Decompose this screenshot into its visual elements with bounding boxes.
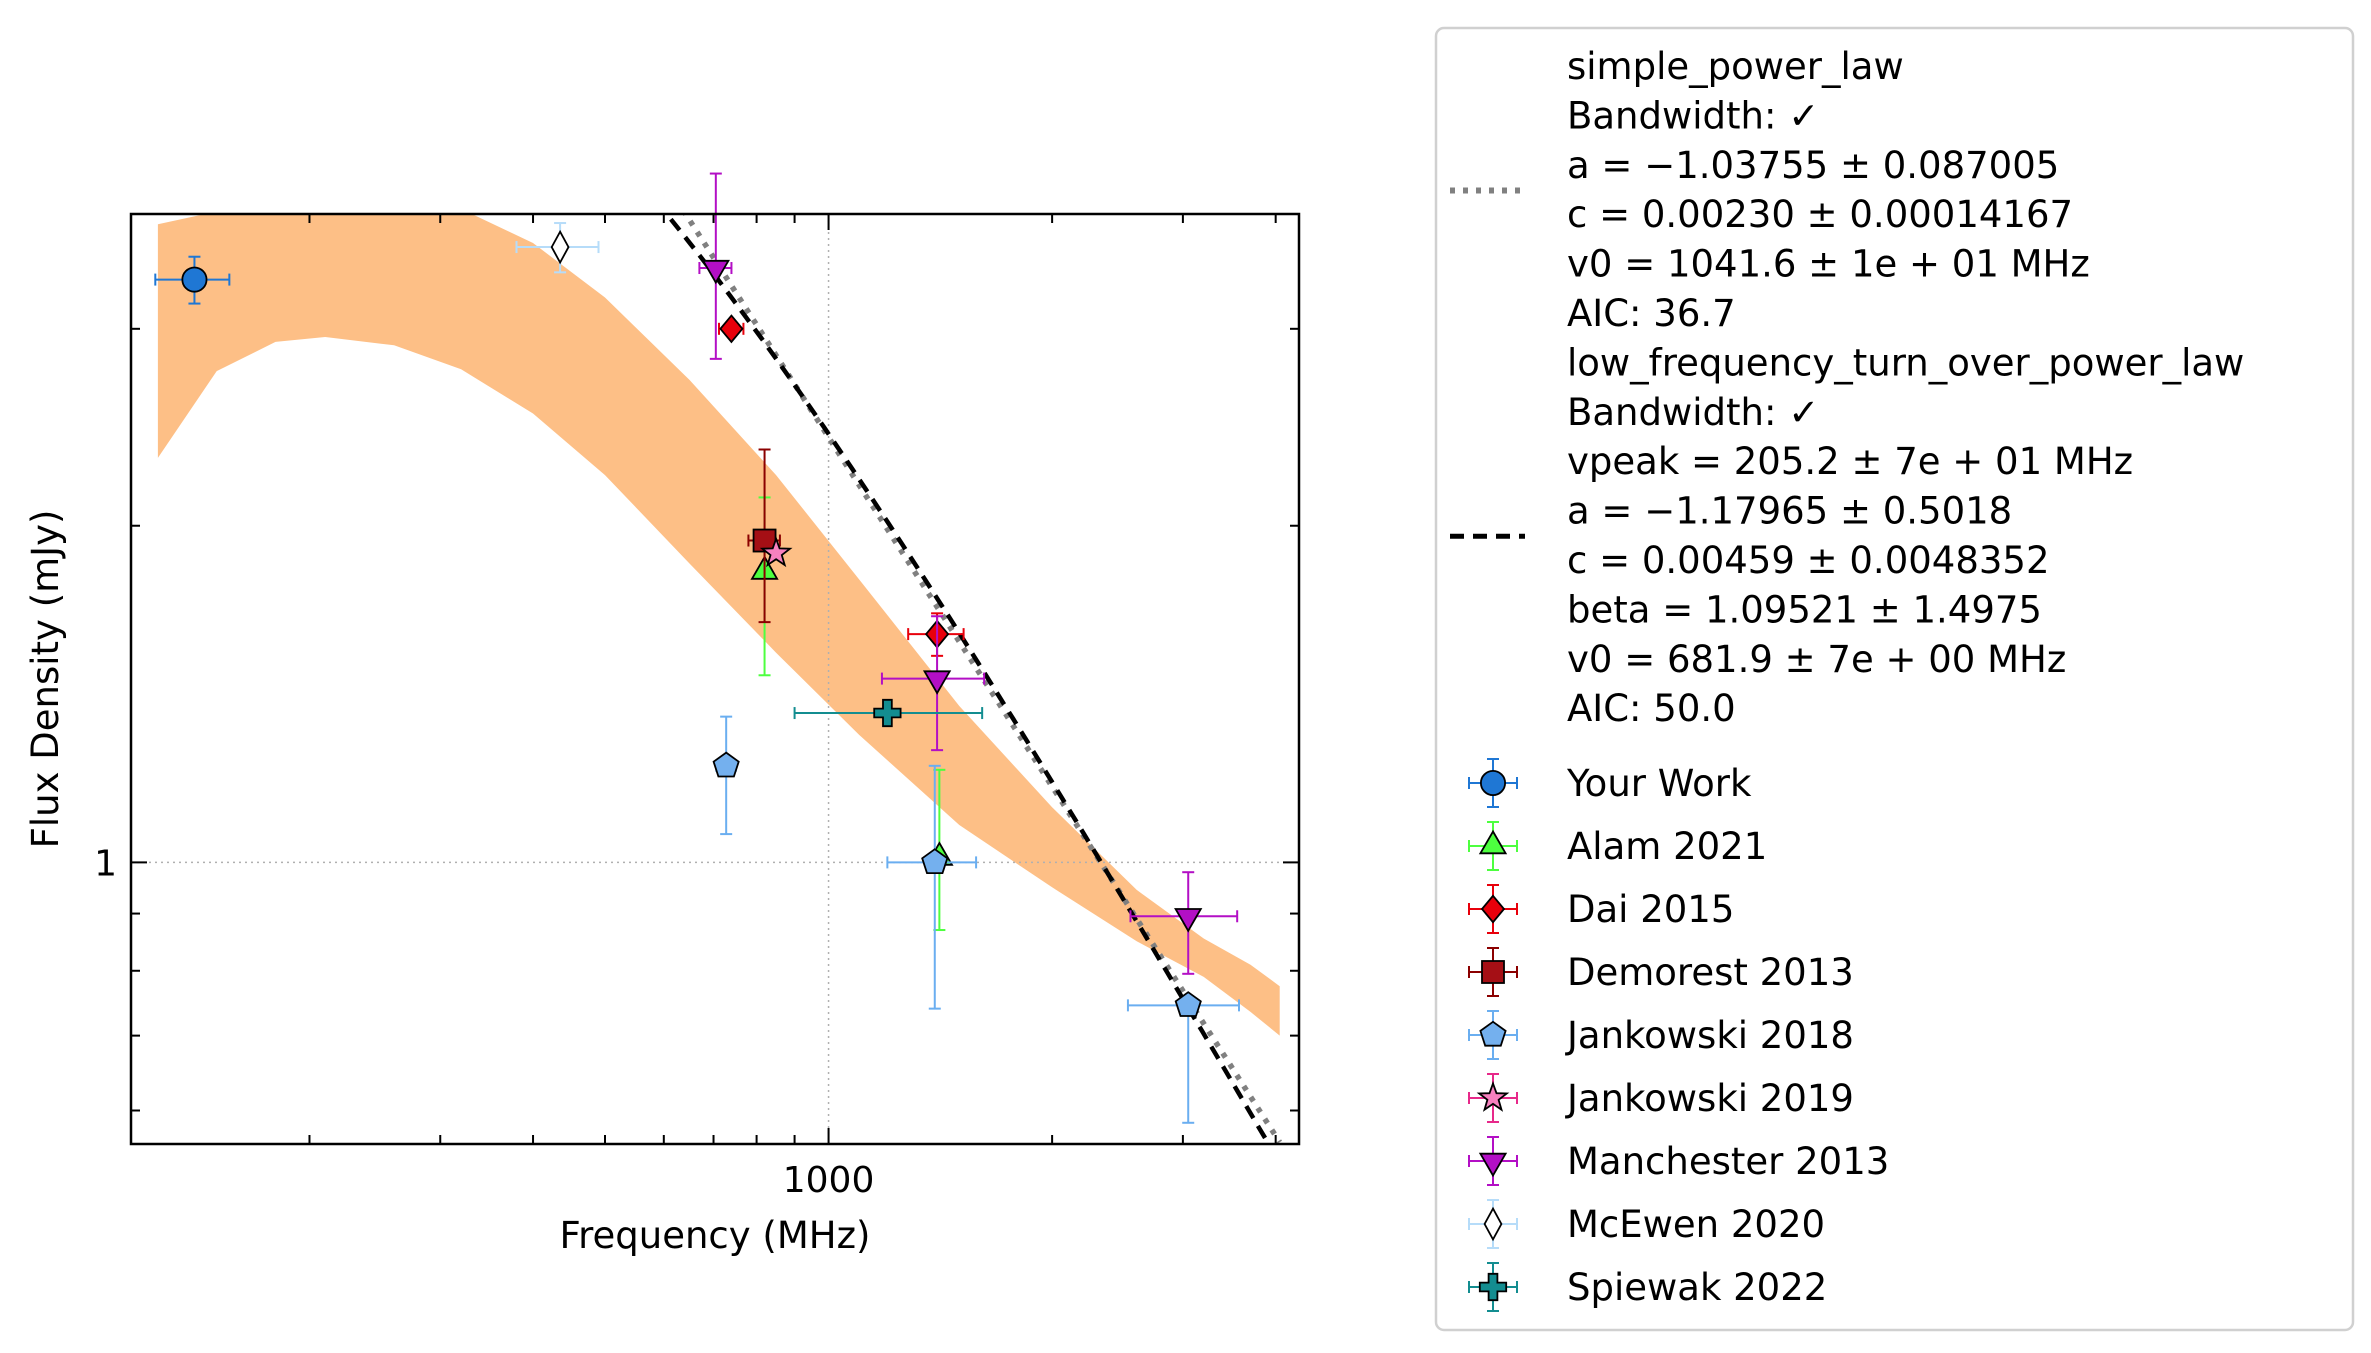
legend-marker-pentagon [1479,1020,1507,1047]
data-point-jankowski-2019 [759,536,793,568]
legend-frame [1434,26,2355,1332]
data-point-manchester-2013 [1129,871,1239,975]
legend-fit-text: v0 = 681.9 ± 7e + 00 MHz [1567,638,2066,681]
legend-entry-simple-power-law: simple_power_law Bandwidth: ✓ a = −1.03755… [1450,45,2090,335]
legend-fit-text: AIC: 50.0 [1567,687,1736,730]
legend-label-mcewen-2020: McEwen 2020 [1567,1203,1825,1246]
legend-marker-plus [1478,1272,1508,1302]
legend-marker-circle [1480,770,1507,797]
legend-entry-mcewen-2020: McEwen 2020 [1468,1199,1825,1249]
data-point-jankowski-2018 [712,715,740,836]
plot-frame [129,212,1301,1146]
legend-fit-text: v0 = 1041.6 ± 1e + 01 MHz [1567,243,2090,286]
legend-label-your-work: Your Work [1566,762,1752,805]
legend-entry-low-frequency-turn-over-power-law: low_frequency_turn_over_power_law Bandwid… [1450,341,2244,730]
legend-label-alam-2021: Alam 2021 [1567,825,1767,868]
series-jankowski-2019 [759,536,793,568]
data-point-demorest-2013 [747,448,781,624]
data-point-jankowski-2018 [886,764,978,1010]
data-point-dai-2015 [718,314,745,344]
series-manchester-2013 [698,172,1239,975]
legend-entry-manchester-2013: Manchester 2013 [1468,1136,1889,1186]
legend-fit-text: beta = 1.09521 ± 1.4975 [1567,588,2042,631]
data-point-your-work [154,255,231,305]
marker-circle [181,266,208,293]
legend-label-dai-2015: Dai 2015 [1567,888,1734,931]
series-jankowski-2018 [712,715,1240,1124]
legend-label-demorest-2013: Demorest 2013 [1567,951,1854,994]
legend-fit-text: vpeak = 205.2 ± 7e + 01 MHz [1567,440,2133,483]
series-mcewen-2020 [515,222,600,274]
fit-line-simple-power-law [682,214,1283,1144]
y-axis-label: Flux Density (mJy) [24,510,67,849]
data-point-jankowski-2018 [1126,991,1240,1124]
legend-fit-text: AIC: 36.7 [1567,292,1736,335]
marker-diamond [719,314,744,344]
series-your-work [154,255,231,305]
legend-marker-diamond [1480,894,1506,924]
marker-thin-diamond [550,229,570,265]
legend: simple_power_law Bandwidth: ✓ a = −1.03755… [1434,26,2355,1332]
fit-uncertainty-band [157,214,1280,1036]
marker-triangle-down [1174,908,1203,933]
legend-entry-dai-2015: Dai 2015 [1468,884,1734,934]
data-point-spiewak-2022 [793,698,984,728]
legend-fit-text: a = −1.03755 ± 0.087005 [1567,144,2059,187]
legend-marker-thin-diamond [1483,1206,1503,1242]
marker-plus [873,698,902,728]
marker-pentagon [712,751,740,778]
legend-label-spiewak-2022: Spiewak 2022 [1567,1266,1827,1309]
marker-pentagon [921,848,949,874]
legend-marker-star [1476,1080,1510,1112]
legend-fit-text: c = 0.00459 ± 0.0048352 [1567,539,2049,582]
legend-entry-your-work: Your Work [1468,758,1752,808]
marker-triangle-down [701,259,730,285]
data-point-mcewen-2020 [515,222,600,274]
data-point-manchester-2013 [880,615,986,752]
data-point-dai-2015 [907,612,965,657]
x-tick-label: 1000 [783,1160,875,1201]
marker-triangle-down [922,670,952,695]
legend-entry-jankowski-2019: Jankowski 2019 [1468,1073,1854,1123]
marker-pentagon [1174,991,1202,1017]
series-spiewak-2022 [793,698,984,728]
y-tick-label: 1 [94,843,117,884]
legend-entry-alam-2021: Alam 2021 [1468,821,1767,871]
legend-marker-square [1481,960,1505,984]
legend-fit-text: Bandwidth: ✓ [1567,391,1819,434]
legend-label-jankowski-2019: Jankowski 2019 [1565,1077,1854,1120]
legend-fit-text: simple_power_law [1567,45,1904,88]
legend-entry-jankowski-2018: Jankowski 2018 [1468,1010,1854,1060]
legend-label-jankowski-2018: Jankowski 2018 [1565,1014,1854,1057]
legend-marker-triangle-up [1478,829,1508,855]
series-demorest-2013 [747,448,781,624]
legend-fit-text: a = −1.17965 ± 0.5018 [1567,490,2012,533]
legend-entry-demorest-2013: Demorest 2013 [1468,947,1854,997]
legend-marker-triangle-down [1478,1152,1508,1178]
legend-entry-spiewak-2022: Spiewak 2022 [1468,1262,1827,1312]
x-axis-label: Frequency (MHz) [560,1214,871,1257]
marker-star [759,536,793,568]
legend-fit-text: low_frequency_turn_over_power_law [1567,341,2244,384]
data-point-manchester-2013 [698,172,733,360]
fit-line-low-frequency-turn-over-power-law [663,214,1272,1144]
legend-fit-text: c = 0.00230 ± 0.00014167 [1567,193,2073,236]
legend-label-manchester-2013: Manchester 2013 [1567,1140,1889,1183]
legend-fit-text: Bandwidth: ✓ [1567,94,1819,137]
